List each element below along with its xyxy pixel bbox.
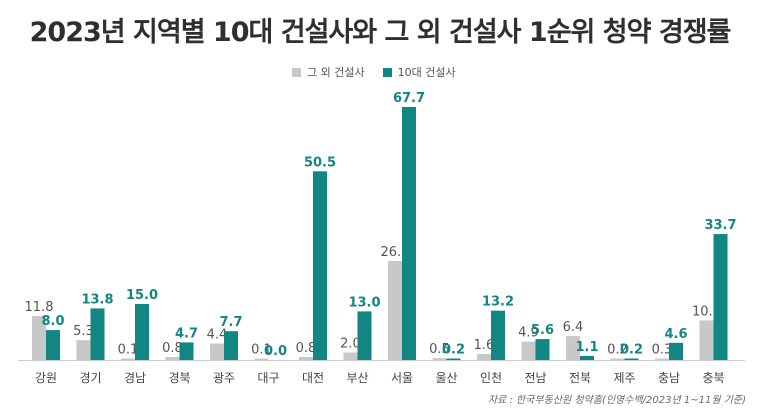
bar-top10-12 <box>580 355 594 360</box>
source-note: 자료 : 한국부동산원 청약홈(인영수백/2023년 1~11월 기준) <box>487 395 746 406</box>
bar-others-13 <box>610 358 625 360</box>
bar-top10-8 <box>402 107 416 360</box>
bar-top10-3 <box>179 342 194 360</box>
value-label-others-3: 0.8 <box>162 341 183 356</box>
value-label-others-1: 5.3 <box>73 324 94 339</box>
bar-others-11 <box>521 341 536 360</box>
value-label-others-2: 0.1 <box>118 343 139 358</box>
value-label-top10-9: 0.2 <box>442 343 465 358</box>
category-label-3: 경북 <box>168 371 190 385</box>
value-label-others-4: 4.4 <box>207 328 228 343</box>
bar-others-2 <box>121 358 135 360</box>
value-label-top10-4: 7.7 <box>219 315 242 330</box>
value-label-top10-2: 15.0 <box>126 288 158 303</box>
value-label-others-12: 6.4 <box>563 320 584 335</box>
bar-top10-11 <box>535 339 550 360</box>
bar-others-8 <box>388 260 402 360</box>
value-label-top10-10: 13.2 <box>482 295 514 310</box>
bar-others-4 <box>210 343 224 360</box>
value-label-top10-8: 67.7 <box>393 91 425 106</box>
value-label-top10-0: 8.0 <box>41 314 64 329</box>
category-label-7: 부산 <box>346 371 368 385</box>
bar-top10-6 <box>313 171 327 360</box>
legend-item-top10: 10대 건설사 <box>382 64 456 80</box>
value-label-others-9: 0.5 <box>429 342 450 357</box>
value-label-top10-13: 0.2 <box>620 343 643 358</box>
bar-others-0 <box>32 315 46 360</box>
value-label-others-13: 0.2 <box>607 343 628 358</box>
category-label-6: 대전 <box>302 371 324 385</box>
category-label-8: 서울 <box>391 371 413 385</box>
category-label-13: 제주 <box>613 371 635 385</box>
legend-label-others: 그 외 건설사 <box>307 66 365 79</box>
category-label-1: 경기 <box>79 371 101 385</box>
value-label-others-7: 2.0 <box>340 337 361 352</box>
bar-top10-14 <box>669 342 683 360</box>
category-label-0: 강원 <box>35 371 57 385</box>
value-label-top10-15: 33.7 <box>704 218 736 233</box>
value-label-top10-6: 50.5 <box>304 155 336 170</box>
legend-item-others: 그 외 건설사 <box>292 64 365 80</box>
value-label-top10-3: 4.7 <box>175 326 198 341</box>
bar-top10-7 <box>357 311 372 360</box>
value-label-top10-5: 0.0 <box>264 344 287 359</box>
value-label-top10-7: 13.0 <box>348 295 380 310</box>
value-label-others-6: 0.8 <box>296 341 317 356</box>
category-label-15: 충북 <box>702 371 724 385</box>
value-label-top10-12: 1.1 <box>575 340 598 355</box>
value-label-top10-11: 5.6 <box>531 323 554 338</box>
chart-title: 2023년 지역별 10대 건설사와 그 외 건설사 1순위 청약 경쟁률 <box>29 17 732 48</box>
category-label-5: 대구 <box>257 371 279 385</box>
legend-label-top10: 10대 건설사 <box>397 66 456 79</box>
bar-top10-13 <box>624 358 639 360</box>
value-label-top10-1: 13.8 <box>81 292 113 307</box>
bar-top10-1 <box>90 308 105 360</box>
value-label-top10-14: 4.6 <box>664 327 687 342</box>
category-label-4: 광주 <box>213 371 235 385</box>
bar-others-12 <box>566 336 580 360</box>
bar-others-6 <box>299 357 313 360</box>
bar-top10-9 <box>446 358 461 360</box>
value-label-others-11: 4.9 <box>518 326 539 341</box>
value-label-others-5: 0.1 <box>251 343 272 358</box>
category-label-12: 전북 <box>569 371 591 385</box>
category-label-14: 충남 <box>658 371 680 385</box>
value-label-others-10: 1.6 <box>474 338 495 353</box>
category-label-9: 울산 <box>435 371 457 385</box>
bar-others-5 <box>254 358 269 360</box>
bar-others-15 <box>699 320 714 360</box>
bar-top10-0 <box>46 330 60 360</box>
bar-others-7 <box>343 352 358 360</box>
legend-swatch-others <box>292 67 301 77</box>
bar-others-10 <box>477 354 491 360</box>
category-label-11: 전남 <box>524 371 546 385</box>
bar-top10-15 <box>713 234 728 360</box>
bar-others-9 <box>432 358 447 360</box>
bar-top10-4 <box>224 331 238 360</box>
category-label-10: 인천 <box>480 370 502 385</box>
bar-others-14 <box>655 358 669 360</box>
legend: 그 외 건설사 10대 건설사 <box>292 64 456 80</box>
bar-top10-10 <box>491 310 505 360</box>
category-label-2: 경남 <box>124 371 146 385</box>
bar-others-3 <box>165 357 180 360</box>
legend-swatch-top10 <box>382 67 392 77</box>
value-label-others-0: 11.8 <box>25 300 54 315</box>
bar-top10-2 <box>135 303 149 360</box>
value-label-others-14: 0.3 <box>652 343 673 358</box>
bar-others-1 <box>76 340 91 360</box>
